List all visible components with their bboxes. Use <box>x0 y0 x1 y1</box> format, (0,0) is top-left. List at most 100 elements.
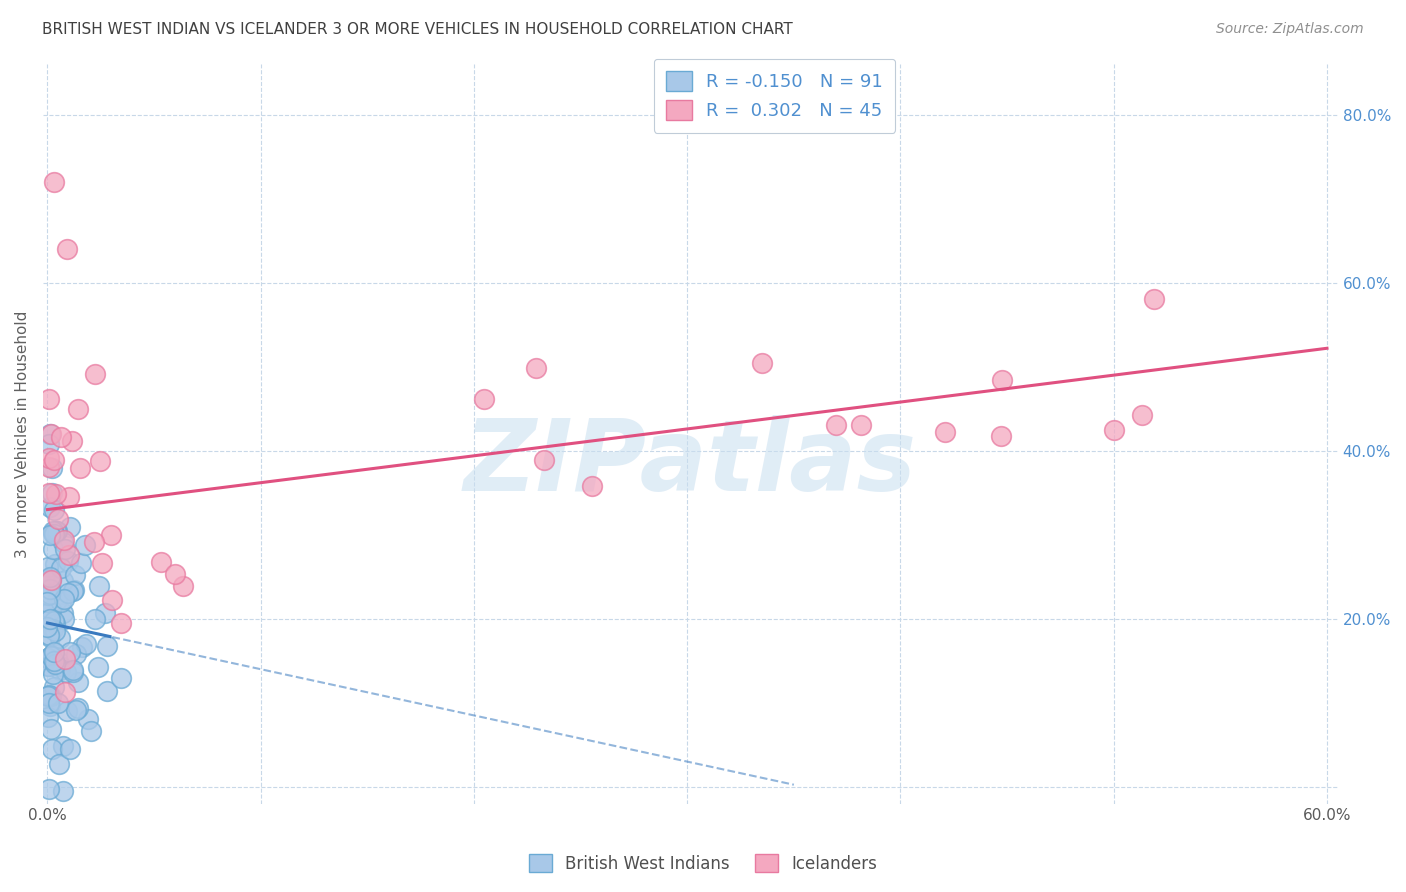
Point <box>991 374 1014 388</box>
Point <box>42 654 65 668</box>
Point <box>49 658 72 673</box>
Point <box>42 680 65 694</box>
Point <box>38 459 60 474</box>
Point <box>524 361 547 376</box>
Point <box>39 500 62 514</box>
Point <box>70 640 93 654</box>
Point <box>62 665 84 680</box>
Point <box>84 367 107 381</box>
Point <box>45 524 67 538</box>
Point <box>52 574 75 588</box>
Point <box>87 578 110 592</box>
Point <box>52 606 75 620</box>
Point <box>37 710 59 724</box>
Point <box>44 616 66 631</box>
Point <box>38 688 60 702</box>
Point <box>165 566 187 581</box>
Point <box>84 612 107 626</box>
Point <box>41 742 63 756</box>
Point <box>94 606 117 620</box>
Point <box>65 703 87 717</box>
Point <box>75 637 97 651</box>
Point <box>60 434 83 448</box>
Point <box>45 487 67 501</box>
Point <box>44 624 66 639</box>
Point <box>39 603 62 617</box>
Point <box>80 724 103 739</box>
Point <box>38 570 60 584</box>
Point <box>42 524 65 539</box>
Point <box>39 573 62 587</box>
Point <box>39 427 62 442</box>
Point <box>70 557 93 571</box>
Point <box>150 555 173 569</box>
Point <box>91 556 114 570</box>
Point <box>44 657 66 671</box>
Point <box>38 582 60 597</box>
Point <box>62 584 84 599</box>
Point <box>55 685 77 699</box>
Point <box>42 526 65 541</box>
Point <box>42 502 65 516</box>
Point <box>49 561 72 575</box>
Point <box>52 784 75 798</box>
Point <box>38 781 60 796</box>
Point <box>37 588 59 602</box>
Point <box>53 652 76 666</box>
Point <box>101 593 124 607</box>
Point <box>96 683 118 698</box>
Point <box>38 658 60 673</box>
Point <box>1143 292 1166 306</box>
Point <box>39 427 62 442</box>
Point <box>1130 408 1153 422</box>
Point <box>46 592 69 607</box>
Point <box>52 535 75 549</box>
Point <box>38 437 60 451</box>
Point <box>46 524 69 539</box>
Point <box>581 478 603 492</box>
Point <box>38 696 60 710</box>
Point <box>38 486 60 500</box>
Point <box>58 554 80 568</box>
Point <box>39 573 62 587</box>
Point <box>55 242 77 256</box>
Point <box>52 533 75 547</box>
Point <box>38 392 60 406</box>
Point <box>44 525 66 540</box>
Point <box>89 454 111 468</box>
Point <box>100 528 122 542</box>
Point <box>533 453 555 467</box>
Point <box>37 595 59 609</box>
Point <box>63 568 86 582</box>
Text: ZIPatlas: ZIPatlas <box>464 415 917 512</box>
Point <box>53 592 76 607</box>
Point <box>59 645 82 659</box>
Point <box>55 665 77 679</box>
Point <box>38 528 60 542</box>
Point <box>38 612 60 626</box>
Point <box>39 605 62 619</box>
Point <box>52 612 75 626</box>
Point <box>52 739 75 753</box>
Text: BRITISH WEST INDIAN VS ICELANDER 3 OR MORE VEHICLES IN HOUSEHOLD CORRELATION CHA: BRITISH WEST INDIAN VS ICELANDER 3 OR MO… <box>42 22 793 37</box>
Point <box>39 571 62 585</box>
Point <box>65 647 87 661</box>
Point <box>38 451 60 466</box>
Point <box>67 402 90 417</box>
Point <box>53 541 76 556</box>
Point <box>42 614 65 628</box>
Legend: British West Indians, Icelanders: British West Indians, Icelanders <box>522 847 884 880</box>
Point <box>49 631 72 645</box>
Point <box>42 175 65 189</box>
Point <box>87 660 110 674</box>
Point <box>69 460 91 475</box>
Point <box>62 663 84 677</box>
Point <box>58 548 80 562</box>
Point <box>172 579 194 593</box>
Point <box>51 429 73 443</box>
Point <box>46 512 69 526</box>
Point <box>44 526 66 541</box>
Point <box>48 757 70 772</box>
Point <box>77 712 100 726</box>
Point <box>73 538 96 552</box>
